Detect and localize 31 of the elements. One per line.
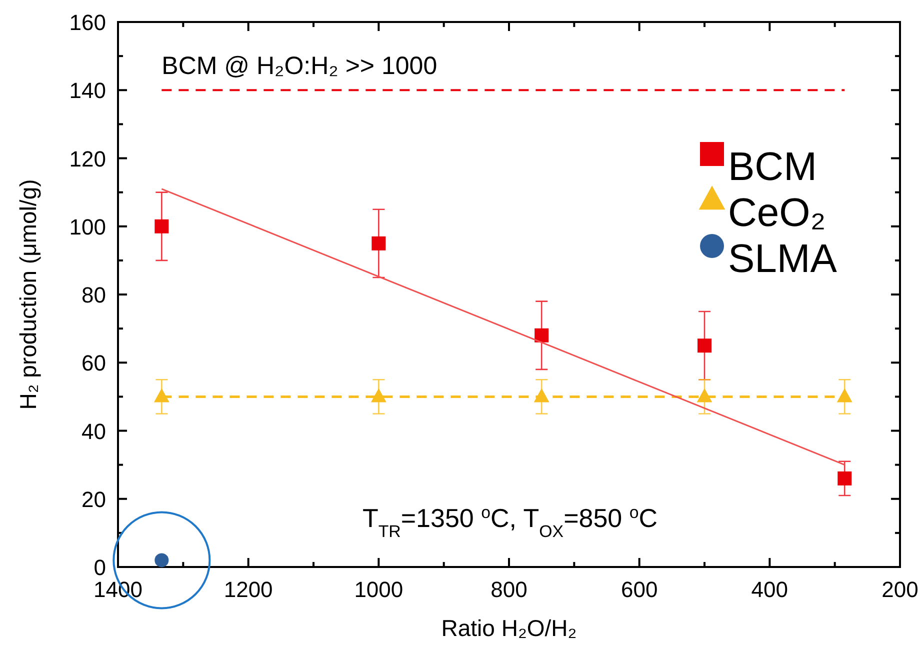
point — [154, 219, 169, 234]
point — [534, 328, 549, 342]
x-tick-label: 800 — [490, 577, 528, 602]
x-axis-title: Ratio H₂O/H₂ — [441, 615, 577, 641]
point — [372, 236, 386, 250]
legend-label: SLMA — [728, 237, 838, 281]
x-tick-label: 400 — [751, 577, 788, 602]
point — [534, 388, 550, 402]
point — [696, 388, 712, 402]
y-tick-label: 120 — [69, 146, 106, 172]
text: T$_{TR}$=1350 $^{o}$C, T$_{OX}$=850 $^{o}$C — [362, 502, 658, 540]
x-tick-label: 600 — [620, 577, 658, 602]
point — [698, 338, 712, 353]
y-tick-label: 160 — [69, 10, 106, 35]
x-tick-label: 200 — [882, 577, 918, 602]
legend-label: BCM — [728, 145, 817, 189]
y-tick-label: 100 — [69, 214, 106, 240]
y-tick-label: 20 — [82, 486, 106, 512]
y-axis-title: H₂ production (μmol/g) — [15, 179, 41, 410]
ref-line-label: BCM @ H₂O:H₂ >> 1000 — [162, 52, 438, 80]
point — [370, 388, 386, 402]
y-tick-label: 60 — [82, 350, 106, 376]
point — [154, 388, 170, 402]
legend-label: CeO₂ — [728, 191, 826, 235]
x-tick-label: 1200 — [224, 577, 273, 602]
x-tick-label: 1000 — [354, 577, 404, 602]
y-tick-label: 140 — [69, 78, 106, 104]
y-tick-label: 0 — [94, 555, 106, 580]
point — [836, 388, 852, 402]
y-tick-label: 80 — [82, 282, 106, 308]
y-tick-label: 40 — [82, 418, 106, 444]
